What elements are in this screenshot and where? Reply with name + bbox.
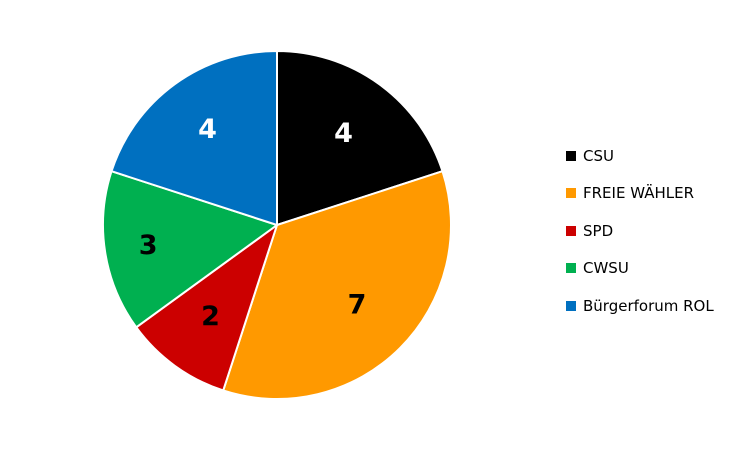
legend-label: CWSU — [583, 259, 629, 278]
pie-slice-burgerforum-rol — [110, 50, 278, 226]
legend: CSU FREIE WÄHLER SPD CWSU Bürgerforum ROL — [566, 137, 714, 325]
value-label-csu: 4 — [334, 118, 353, 149]
legend-item-freie-wahler: FREIE WÄHLER — [566, 175, 714, 213]
legend-swatch — [566, 300, 576, 311]
legend-item-spd: SPD — [566, 212, 714, 250]
legend-item-csu: CSU — [566, 137, 714, 175]
legend-swatch — [566, 150, 576, 161]
legend-swatch — [566, 225, 576, 236]
legend-item-cwsu: CWSU — [566, 250, 714, 288]
legend-label: SPD — [583, 221, 614, 240]
pie-slices — [102, 50, 452, 400]
pie-slice-csu — [276, 50, 444, 226]
pie-value-labels: 4 7 2 3 4 — [139, 114, 367, 332]
value-label-cwsu: 3 — [139, 230, 158, 261]
legend-item-burgerforum-rol: Bürgerforum ROL — [566, 287, 714, 325]
pie-slice-spd — [135, 224, 278, 392]
pie-slice-freie-wahler — [222, 170, 452, 400]
legend-label: Bürgerforum ROL — [583, 296, 714, 315]
legend-label: CSU — [583, 146, 614, 165]
value-label-burgerforum-rol: 4 — [198, 114, 217, 145]
legend-label: FREIE WÄHLER — [583, 184, 695, 203]
legend-swatch — [566, 188, 576, 199]
pie-slice-cwsu — [102, 170, 278, 329]
value-label-spd: 2 — [201, 301, 220, 332]
value-label-freie-wahler: 7 — [348, 290, 367, 321]
legend-swatch — [566, 263, 576, 274]
